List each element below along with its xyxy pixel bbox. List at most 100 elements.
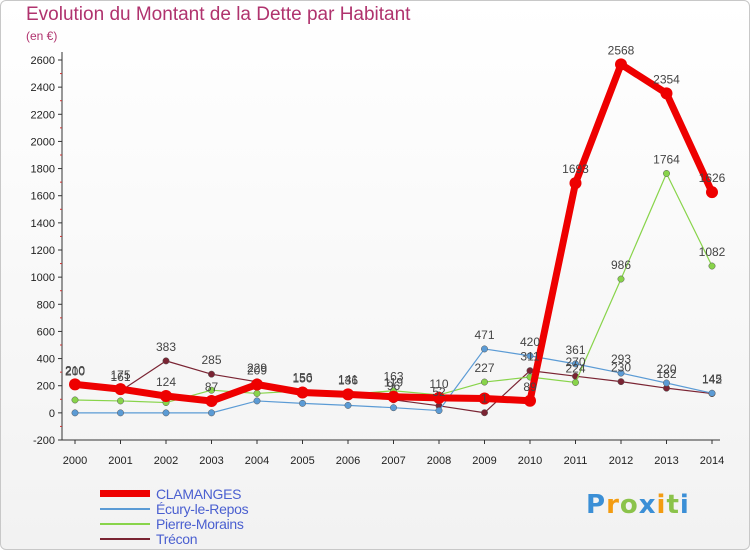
legend-item-pierre-morains: Pierre-Morains xyxy=(100,516,248,531)
data-point-clamanges xyxy=(524,394,536,407)
data-label-clamanges: 2354 xyxy=(653,72,680,86)
legend-swatch-trecon xyxy=(100,537,150,540)
data-label-trecon: 270 xyxy=(565,355,585,369)
data-label-clamanges: 150 xyxy=(292,372,312,386)
data-label-clamanges: 1626 xyxy=(699,171,726,185)
y-tick-label: 200 xyxy=(37,381,55,393)
y-tick-label: 1800 xyxy=(31,164,55,176)
data-label-pierre-morains: 224 xyxy=(565,361,585,375)
chart-title: Evolution du Montant de la Dette par Hab… xyxy=(26,4,411,25)
x-tick-label: 2003 xyxy=(199,455,223,467)
data-label-pierre-morains: 227 xyxy=(474,361,494,375)
data-point-ecury-le-repos xyxy=(71,409,79,417)
data-point-ecury-le-repos xyxy=(117,409,124,417)
data-point-trecon xyxy=(617,378,625,386)
data-point-clamanges xyxy=(160,390,172,403)
data-label-trecon: 229 xyxy=(247,361,267,375)
data-point-clamanges xyxy=(615,58,627,71)
data-point-trecon xyxy=(208,370,215,378)
y-tick-label: 800 xyxy=(37,299,55,311)
data-label-pierre-morains: 1082 xyxy=(699,245,726,259)
y-tick-label: 400 xyxy=(37,354,55,366)
y-tick-label: 1200 xyxy=(31,245,55,257)
data-label-clamanges: 87 xyxy=(205,380,219,394)
data-point-pierre-morains xyxy=(663,170,670,177)
data-label-clamanges: 136 xyxy=(338,373,358,387)
data-point-pierre-morains xyxy=(617,275,625,283)
x-tick-label: 2007 xyxy=(381,455,405,467)
x-tick-label: 2006 xyxy=(336,455,360,467)
y-tick-label: 2400 xyxy=(31,82,55,94)
data-label-clamanges: 124 xyxy=(156,375,176,389)
y-tick-label: 2600 xyxy=(31,55,55,67)
data-label-pierre-morains: 163 xyxy=(383,370,403,384)
chart-subtitle: (en €) xyxy=(26,29,58,43)
y-tick-label: 600 xyxy=(37,326,55,338)
data-point-ecury-le-repos xyxy=(390,404,397,412)
data-point-clamanges xyxy=(205,395,218,408)
logo-letter: o xyxy=(619,490,639,520)
data-point-clamanges xyxy=(296,386,309,399)
data-label-trecon: 230 xyxy=(611,361,631,375)
data-label-trecon: 285 xyxy=(201,353,221,367)
data-label-trecon: 52 xyxy=(432,385,446,399)
data-point-ecury-le-repos xyxy=(572,360,579,368)
x-tick-label: 2005 xyxy=(290,455,314,467)
data-label-clamanges: 119 xyxy=(384,376,403,390)
data-label-clamanges: 209 xyxy=(247,363,267,377)
legend-label-clamanges: CLAMANGES xyxy=(156,485,242,502)
data-point-trecon xyxy=(481,409,488,417)
x-tick-label: 2001 xyxy=(108,455,132,467)
data-point-ecury-le-repos xyxy=(435,407,443,414)
data-label-clamanges: 110 xyxy=(429,377,448,391)
legend-swatch-ecury-le-repos xyxy=(100,507,150,510)
data-label-clamanges: 1693 xyxy=(562,162,589,176)
data-label-ecury-le-repos: 293 xyxy=(611,352,631,366)
data-point-pierre-morains xyxy=(71,396,79,404)
data-point-clamanges xyxy=(114,383,127,396)
legend-item-clamanges: CLAMANGES xyxy=(100,486,248,501)
y-tick-label: 1000 xyxy=(31,272,55,284)
x-tick-label: 2010 xyxy=(518,455,542,467)
data-point-clamanges xyxy=(342,388,354,401)
data-label-trecon: 182 xyxy=(656,367,676,381)
data-point-ecury-le-repos xyxy=(663,379,670,387)
x-tick-label: 2013 xyxy=(654,455,678,467)
y-tick-label: 2200 xyxy=(31,109,55,121)
data-label-trecon: 311 xyxy=(520,350,539,364)
x-tick-label: 2009 xyxy=(472,455,496,467)
data-point-clamanges xyxy=(569,177,582,190)
data-point-pierre-morains xyxy=(708,262,716,270)
legend-item-trecon: Trécon xyxy=(100,531,248,546)
data-label-trecon: 1 xyxy=(481,392,488,406)
data-label-clamanges: 89 xyxy=(523,380,537,394)
data-point-trecon xyxy=(526,367,534,375)
data-point-pierre-morains xyxy=(572,379,579,386)
series-ecury-le-repos xyxy=(71,345,716,417)
data-label-trecon: 383 xyxy=(156,340,176,354)
data-label-ecury-le-repos: 471 xyxy=(474,328,494,342)
data-point-ecury-le-repos xyxy=(526,352,534,360)
data-point-clamanges xyxy=(660,87,673,100)
legend: CLAMANGES Écury-le-Repos Pierre-Morains … xyxy=(100,486,249,546)
data-label-trecon: 141 xyxy=(338,373,358,387)
data-point-ecury-le-repos xyxy=(299,399,306,407)
data-point-pierre-morains xyxy=(481,378,488,386)
logo-letter: r xyxy=(606,490,620,520)
data-label-clamanges: 175 xyxy=(110,368,130,382)
data-point-ecury-le-repos xyxy=(208,409,215,417)
data-point-ecury-le-repos xyxy=(708,389,716,397)
y-tick-label: -200 xyxy=(33,435,55,447)
data-label-pierre-morains: 986 xyxy=(611,258,631,272)
data-label-trecon: 142 xyxy=(702,373,722,387)
data-point-clamanges xyxy=(69,378,81,391)
y-tick-label: 0 xyxy=(49,408,55,420)
data-point-clamanges xyxy=(433,391,445,404)
data-label-ecury-le-repos: 145 xyxy=(702,372,722,386)
data-label-clamanges: 210 xyxy=(65,363,85,377)
x-tick-label: 2011 xyxy=(564,455,588,467)
data-point-pierre-morains xyxy=(117,397,124,405)
data-label-ecury-le-repos: 420 xyxy=(520,335,540,349)
